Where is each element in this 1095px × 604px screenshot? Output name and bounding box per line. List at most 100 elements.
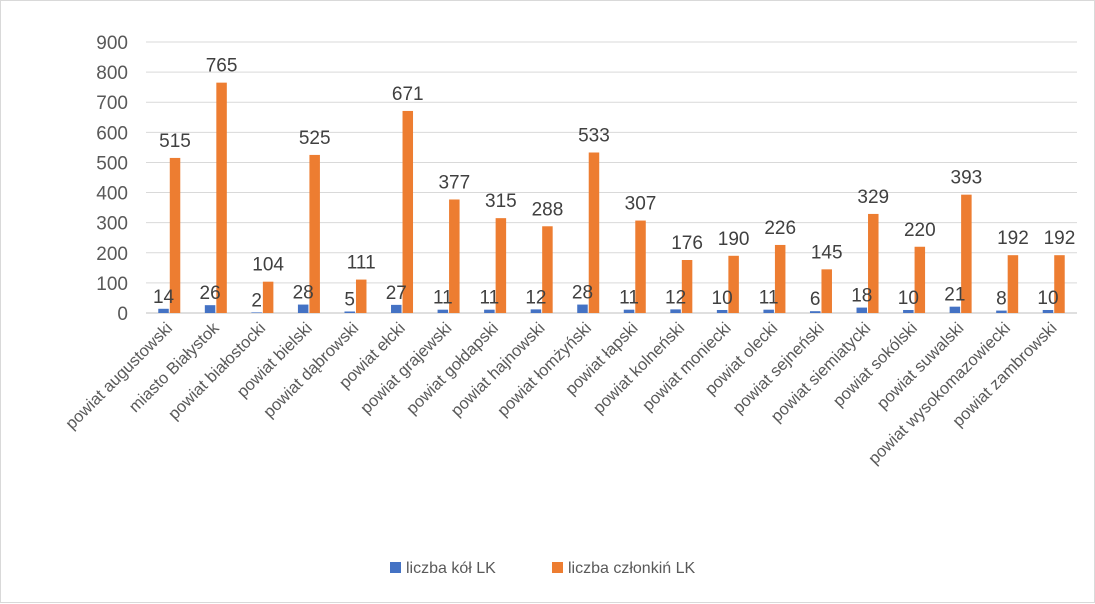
data-label-czlonkin: 525	[299, 128, 331, 149]
data-label-czlonkin: 111	[347, 253, 376, 274]
bar-czlonkin	[1007, 255, 1019, 313]
data-label-czlonkin: 192	[997, 228, 1029, 249]
bar-czlonkin	[635, 220, 646, 313]
data-label-czlonkin: 671	[392, 84, 424, 105]
legend-swatch	[552, 562, 563, 573]
data-label-czlonkin: 533	[578, 126, 610, 147]
data-label-czlonkin: 176	[671, 233, 703, 254]
bar-czlonkin	[961, 194, 972, 313]
data-label-czlonkin: 307	[625, 194, 657, 215]
data-label-kol: 26	[200, 283, 221, 304]
bar-kol	[484, 309, 495, 313]
data-label-kol: 11	[480, 288, 500, 309]
data-label-czlonkin: 315	[485, 191, 517, 212]
data-label-kol: 5	[344, 289, 355, 310]
data-label-kol: 12	[525, 287, 546, 308]
data-label-kol: 11	[759, 288, 779, 309]
bar-kol	[297, 304, 309, 313]
data-label-czlonkin: 377	[438, 172, 470, 193]
data-label-czlonkin: 288	[532, 199, 564, 220]
data-label-kol: 10	[1037, 288, 1058, 309]
bar-kol	[391, 304, 402, 313]
gridlines	[146, 41, 1077, 314]
bar-czlonkin	[1054, 255, 1065, 313]
bar-kol	[903, 309, 914, 313]
bar-kol	[623, 309, 635, 313]
bar-kol	[530, 309, 542, 313]
y-tick-label: 900	[96, 33, 128, 54]
data-label-kol: 6	[810, 289, 821, 310]
bar-czlonkin	[262, 281, 274, 313]
legend-label: liczba członkiń LK	[568, 560, 696, 577]
data-label-czlonkin: 515	[159, 131, 191, 152]
legend-swatch	[390, 562, 401, 573]
y-tick-label: 100	[96, 274, 128, 295]
data-label-czlonkin: 329	[857, 187, 889, 208]
bar-czlonkin	[868, 213, 879, 313]
data-label-czlonkin: 220	[904, 220, 936, 241]
bar-czlonkin	[821, 269, 832, 313]
bar-czlonkin	[588, 152, 600, 313]
bar-czlonkin	[169, 157, 181, 313]
bar-kol	[949, 306, 961, 313]
bar-kol	[763, 309, 774, 313]
data-label-kol: 21	[944, 285, 965, 306]
data-label-czlonkin: 765	[206, 56, 238, 77]
y-tick-label: 400	[96, 184, 128, 205]
bar-czlonkin	[216, 82, 227, 314]
data-label-kol: 18	[851, 286, 872, 307]
data-label-kol: 28	[572, 283, 593, 304]
bar-kol	[204, 305, 216, 313]
bar-czlonkin	[309, 154, 320, 313]
y-tick-label: 200	[96, 244, 128, 265]
data-label-kol: 28	[293, 283, 314, 304]
bar-czlonkin	[774, 244, 786, 313]
data-label-kol: 12	[665, 287, 686, 308]
bar-kol	[577, 304, 588, 313]
legend: liczba kół LK liczba członkiń LK	[390, 560, 696, 577]
bar-czlonkin	[542, 226, 553, 313]
data-label-czlonkin: 226	[764, 218, 796, 239]
bar-czlonkin	[449, 199, 460, 313]
bar-czlonkin	[914, 246, 926, 313]
y-tick-label: 300	[96, 214, 128, 235]
bar-czlonkin	[355, 279, 367, 313]
data-label-kol: 27	[386, 283, 407, 304]
bar-kol	[856, 307, 868, 313]
data-labels: 14 515 26 765 2 104 28 525 5 111 27 671 11 377 11 315 12…	[153, 56, 1075, 312]
bar-kol	[437, 309, 449, 313]
bar-kol	[158, 308, 169, 313]
bar-czlonkin	[495, 218, 507, 313]
data-label-kol: 10	[712, 288, 733, 309]
y-tick-label: 500	[96, 153, 128, 174]
data-label-kol: 10	[898, 288, 919, 309]
data-label-kol: 8	[996, 289, 1007, 310]
data-label-kol: 11	[433, 288, 453, 309]
bar-kol	[1042, 309, 1054, 313]
data-label-czlonkin: 104	[252, 255, 284, 276]
bar-czlonkin	[728, 255, 739, 313]
bar-czlonkin	[681, 260, 693, 313]
data-label-czlonkin: 192	[1044, 228, 1076, 249]
y-tick-label: 800	[96, 63, 128, 84]
x-category-label: powiat sokólski	[830, 319, 921, 410]
bar-kol	[716, 309, 728, 313]
bar-kol	[251, 312, 262, 313]
data-label-kol: 11	[619, 288, 639, 309]
y-tick-label: 700	[96, 93, 128, 114]
data-label-kol: 2	[251, 290, 262, 311]
y-tick-label: 0	[117, 304, 128, 325]
bar-czlonkin	[402, 110, 414, 314]
bar-kol	[344, 311, 355, 313]
bar-kol	[809, 311, 821, 313]
data-label-kol: 14	[153, 287, 175, 308]
y-tick-label: 600	[96, 123, 128, 144]
data-label-czlonkin: 190	[718, 229, 750, 250]
legend-label: liczba kół LK	[406, 560, 496, 577]
y-axis: 0 100 200 300 400 500 600 700 800 900	[96, 33, 128, 325]
bar-kol	[996, 310, 1007, 313]
bars	[158, 82, 1065, 314]
